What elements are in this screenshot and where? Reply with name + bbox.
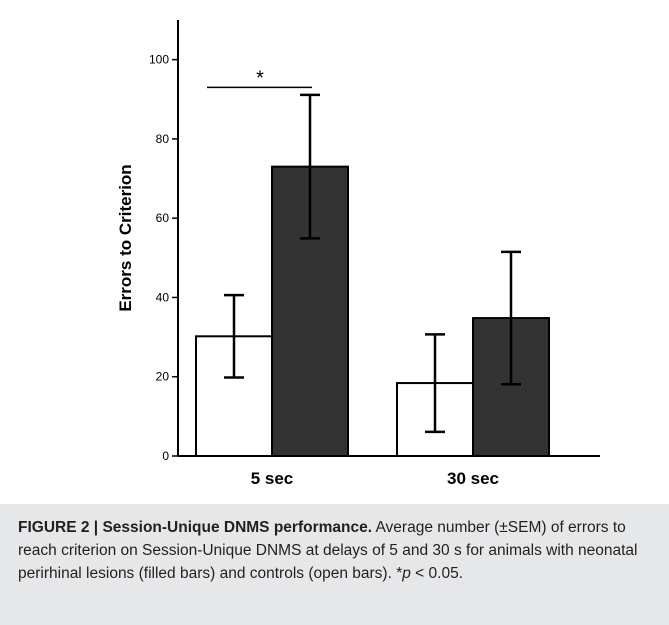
y-tick-label: 40 [156, 290, 170, 304]
x-tick-label: 5 sec [251, 469, 294, 488]
bar-chart: 0 20 40 60 80 100 Errors to Criterion 5 sec 30 s… [116, 20, 600, 488]
caption-significance: < 0.05. [410, 565, 464, 582]
y-axis-label: Errors to Criterion [116, 164, 135, 311]
significance-marker: * [256, 67, 264, 89]
caption-text: Average number (±SEM) of errors to reach… [18, 519, 638, 582]
y-tick-label: 60 [156, 211, 170, 225]
caption-title: Session-Unique DNMS performance. [102, 519, 373, 536]
figure-caption: FIGURE 2 | Session-Unique DNMS performan… [0, 504, 669, 625]
caption-label: FIGURE 2 | [18, 519, 99, 536]
caption-p-variable: p [402, 565, 411, 582]
y-tick-label: 100 [149, 53, 169, 67]
x-tick-label: 30 sec [447, 469, 499, 488]
y-tick-label: 80 [156, 132, 170, 146]
y-tick-label: 0 [162, 449, 169, 463]
y-tick-label: 20 [156, 370, 170, 384]
